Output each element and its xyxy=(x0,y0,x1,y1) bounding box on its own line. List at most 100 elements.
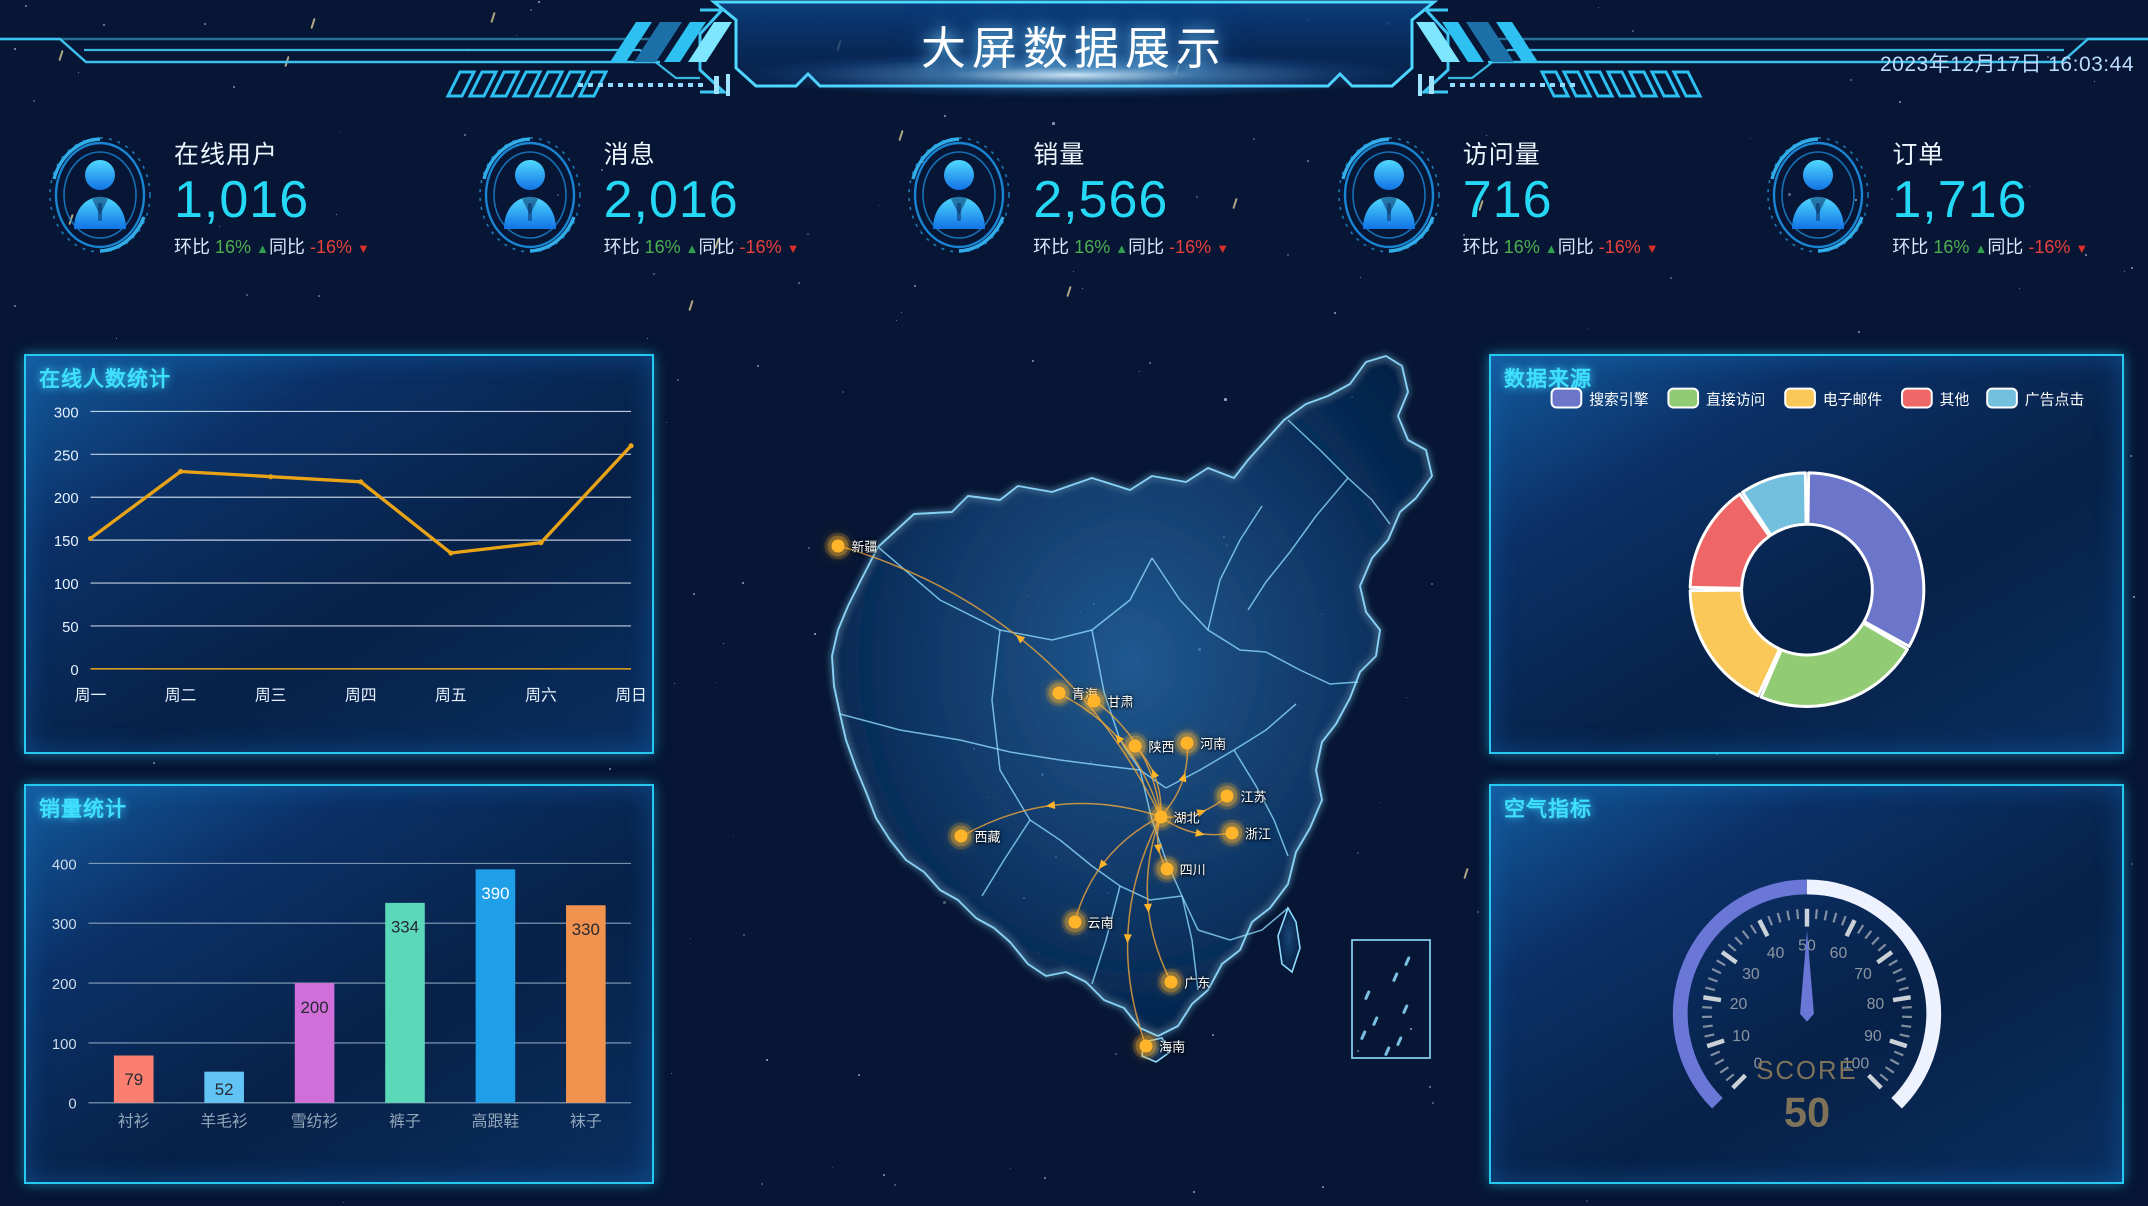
kpi-mom-value: 16% xyxy=(1074,237,1111,258)
kpi-mom-value: 16% xyxy=(1933,237,1970,258)
svg-text:52: 52 xyxy=(215,1080,234,1099)
panel-title-sales-stats: 销量统计 xyxy=(39,798,127,821)
kpi-label: 销量 xyxy=(1033,140,1086,169)
svg-text:200: 200 xyxy=(52,977,77,993)
svg-text:直接访问: 直接访问 xyxy=(1706,392,1765,409)
svg-text:390: 390 xyxy=(481,884,509,903)
map-node-dot[interactable] xyxy=(954,829,968,843)
kpi-trend: 环比 16% ▲同比 -16% ▼ xyxy=(1892,233,2088,259)
svg-text:400: 400 xyxy=(52,857,77,873)
kpi-yoy-value: -16% xyxy=(2028,237,2071,258)
map-node-dot[interactable] xyxy=(831,539,845,553)
svg-text:150: 150 xyxy=(54,534,79,550)
trend-down-icon: ▼ xyxy=(1216,241,1230,257)
svg-text:0: 0 xyxy=(1754,1056,1763,1073)
svg-text:100: 100 xyxy=(52,1037,77,1053)
svg-text:50: 50 xyxy=(1784,1089,1830,1136)
trend-down-icon: ▼ xyxy=(786,241,800,257)
map-node-dot[interactable] xyxy=(1052,686,1066,700)
user-icon xyxy=(1333,133,1445,257)
map-node-dot[interactable] xyxy=(1225,826,1239,840)
kpi-row: 在线用户 1,016 环比 16% ▲同比 -16% ▼ 消息 2,016 环比 16%… xyxy=(0,110,2148,280)
map-node-dot[interactable] xyxy=(1139,1039,1153,1053)
kpi-yoy-value: -16% xyxy=(309,237,352,258)
user-icon xyxy=(44,133,156,257)
kpi-value: 2,566 xyxy=(1033,170,1169,229)
kpi-mom-value: 16% xyxy=(644,237,681,258)
kpi-yoy-value: -16% xyxy=(1598,237,1641,258)
svg-text:100: 100 xyxy=(1843,1056,1870,1073)
svg-text:300: 300 xyxy=(54,405,79,421)
user-icon xyxy=(1762,133,1874,257)
kpi-yoy-value: -16% xyxy=(1169,237,1212,258)
svg-text:79: 79 xyxy=(124,1070,143,1089)
kpi-yoy-label: 同比 xyxy=(268,237,305,258)
svg-text:70: 70 xyxy=(1854,966,1872,983)
svg-text:30: 30 xyxy=(1742,966,1760,983)
svg-text:200: 200 xyxy=(301,998,329,1017)
trend-up-icon: ▲ xyxy=(1974,241,1988,257)
svg-text:周二: 周二 xyxy=(165,688,197,705)
line-chart[interactable]: 0 50 100 150 200 250 300 周一 周二 周三 周四 周五 周六 周日 xyxy=(26,356,652,752)
svg-text:60: 60 xyxy=(1830,945,1848,962)
svg-text:电子邮件: 电子邮件 xyxy=(1823,392,1883,409)
china-map[interactable]: 新疆 青海 甘肃 陕西 河南 湖北 江苏 浙江 西藏 四川 云南 广东 海南 xyxy=(700,300,1460,1200)
svg-text:周五: 周五 xyxy=(435,688,467,705)
svg-text:300: 300 xyxy=(52,917,77,933)
kpi-mom-label: 环比 xyxy=(1892,237,1929,258)
bar-chart[interactable]: 0 100 200 300 400 79 衬衫 52 羊毛衫 200 雪纺衫 334 裤子 390 高跟鞋 3… xyxy=(26,786,652,1182)
map-node-dot[interactable] xyxy=(1220,789,1234,803)
kpi-trend: 环比 16% ▲同比 -16% ▼ xyxy=(604,233,800,259)
kpi-card[interactable]: 订单 1,716 环比 16% ▲同比 -16% ▼ xyxy=(1718,110,2148,280)
svg-text:雪纺衫: 雪纺衫 xyxy=(291,1113,339,1131)
kpi-card[interactable]: 在线用户 1,016 环比 16% ▲同比 -16% ▼ xyxy=(0,110,430,280)
map-node-dot[interactable] xyxy=(1180,736,1194,750)
svg-text:周四: 周四 xyxy=(345,688,377,705)
svg-text:250: 250 xyxy=(54,448,79,464)
donut-chart[interactable]: 搜索引擎 直接访问 电子邮件 其他 广告点击 xyxy=(1491,356,2122,752)
kpi-trend: 环比 16% ▲同比 -16% ▼ xyxy=(174,233,370,259)
svg-text:50: 50 xyxy=(62,620,79,636)
china-map-svg[interactable] xyxy=(700,300,1460,1200)
kpi-label: 在线用户 xyxy=(174,140,279,169)
kpi-value: 2,016 xyxy=(603,170,739,229)
svg-text:周三: 周三 xyxy=(255,688,287,705)
map-node-dot[interactable] xyxy=(1087,694,1101,707)
svg-text:周六: 周六 xyxy=(525,687,557,705)
svg-text:0: 0 xyxy=(68,1097,76,1113)
svg-text:0: 0 xyxy=(70,663,78,679)
gauge-chart[interactable]: 0102030405060708090100SCORE50 xyxy=(1491,786,2122,1182)
kpi-label: 访问量 xyxy=(1462,140,1541,169)
svg-text:40: 40 xyxy=(1767,945,1785,962)
page-title: 大屏数据展示 xyxy=(920,23,1227,74)
current-datetime: 2023年12月17日 16:03:44 xyxy=(1879,53,2134,76)
kpi-value: 1,716 xyxy=(1892,170,2028,229)
svg-text:SCORE: SCORE xyxy=(1756,1057,1857,1085)
svg-text:袜子: 袜子 xyxy=(570,1113,602,1131)
panel-sales-stats: 销量统计 0 100 200 300 400 79 衬衫 52 羊毛衫 200 雪纺衫 334 裤子 39… xyxy=(24,784,654,1184)
kpi-mom-value: 16% xyxy=(1503,237,1540,258)
svg-text:100: 100 xyxy=(54,577,79,593)
trend-down-icon: ▼ xyxy=(2075,241,2089,257)
map-node-dot[interactable] xyxy=(1160,862,1174,876)
svg-text:衬衫: 衬衫 xyxy=(118,1113,150,1131)
svg-text:羊毛衫: 羊毛衫 xyxy=(200,1113,248,1131)
svg-text:10: 10 xyxy=(1732,1028,1750,1045)
svg-text:200: 200 xyxy=(54,491,79,507)
map-node-dot[interactable] xyxy=(1128,739,1142,753)
map-node-dot[interactable] xyxy=(1068,915,1082,929)
svg-text:广告点击: 广告点击 xyxy=(2025,392,2084,409)
kpi-yoy-label: 同比 xyxy=(698,237,735,258)
map-node-dot[interactable] xyxy=(1164,975,1178,989)
panel-online-count: 在线人数统计 0 50 100 150 200 250 300 周一 周二 周三 周四 周五 周六 周日 xyxy=(24,354,654,754)
panel-title-air-quality: 空气指标 xyxy=(1504,798,1592,821)
svg-text:搜索引擎: 搜索引擎 xyxy=(1589,392,1649,409)
map-node-dot[interactable] xyxy=(1154,810,1168,824)
kpi-card[interactable]: 消息 2,016 环比 16% ▲同比 -16% ▼ xyxy=(430,110,860,280)
kpi-yoy-label: 同比 xyxy=(1128,237,1165,258)
kpi-card[interactable]: 销量 2,566 环比 16% ▲同比 -16% ▼ xyxy=(859,110,1289,280)
user-icon xyxy=(903,133,1015,257)
trend-up-icon: ▲ xyxy=(685,241,699,257)
kpi-card[interactable]: 访问量 716 环比 16% ▲同比 -16% ▼ xyxy=(1289,110,1719,280)
trend-down-icon: ▼ xyxy=(357,241,370,257)
